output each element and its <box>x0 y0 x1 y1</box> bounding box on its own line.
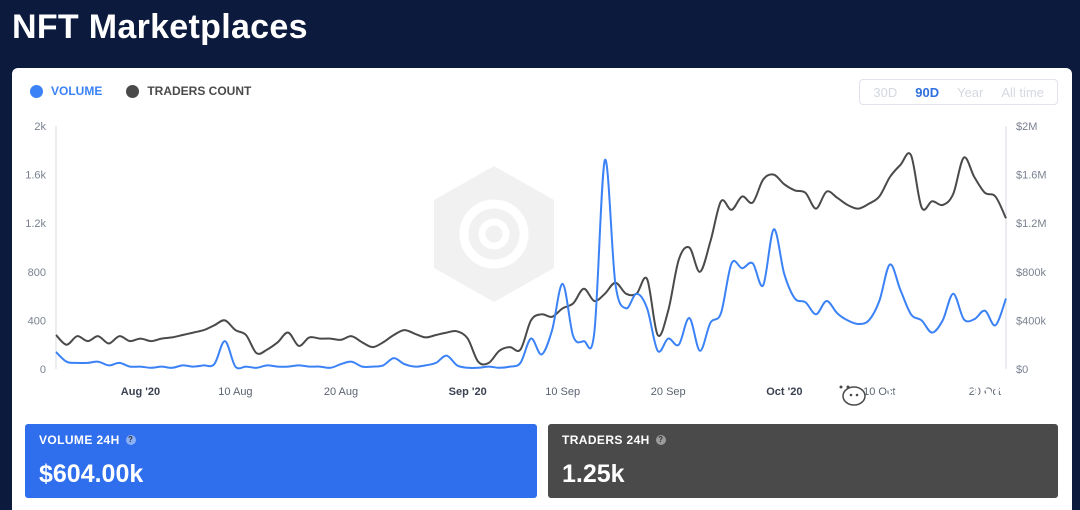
x-tick-label: Sep '20 <box>449 386 487 398</box>
x-tick-label: 10 Aug <box>218 386 252 398</box>
range-tab-year[interactable]: Year <box>957 84 984 100</box>
page-title: NFT Marketplaces <box>12 8 308 46</box>
traders-legend-dot <box>126 84 140 98</box>
range-tab-90d[interactable]: 90D <box>915 84 940 100</box>
x-tick-label: 20 Oct <box>969 386 1001 398</box>
legend-item-traders[interactable]: TRADERS COUNT <box>126 84 251 98</box>
dappradar-watermark-logo <box>434 166 554 302</box>
x-axis: Aug '20 10 Aug 20 Aug Sep '20 10 Sep 20 Sep Oc… <box>121 386 1001 398</box>
y-left-tick-label: 400 <box>28 315 46 327</box>
volume-24h-label: VOLUME 24H <box>39 433 120 447</box>
range-tab-all-time[interactable]: All time <box>1001 84 1044 100</box>
legend-volume-label: VOLUME <box>51 84 103 98</box>
traders-24h-card: TRADERS 24H ? 1.25k <box>548 424 1058 498</box>
volume-series-line[interactable] <box>55 158 1007 370</box>
help-icon[interactable]: ? <box>655 435 666 445</box>
y-right-tick-label: $400k <box>1016 315 1046 327</box>
traders-24h-header: TRADERS 24H ? <box>562 433 666 447</box>
volume-24h-card: VOLUME 24H ? $604.00k <box>25 424 537 498</box>
y-left-tick-label: 800 <box>28 267 46 279</box>
y-left-tick-label: 1.6k <box>25 170 46 182</box>
chart-series <box>55 152 1007 370</box>
watermark-text: DappRadar榜单 <box>874 380 1052 408</box>
y-right-tick-label: $1.2M <box>1016 218 1047 230</box>
traders-series-line[interactable] <box>55 152 1007 366</box>
x-tick-label: 20 Sep <box>651 386 686 398</box>
help-icon[interactable]: ? <box>125 435 136 445</box>
volume-24h-value: $604.00k <box>39 460 144 488</box>
chart-card: VOLUME TRADERS COUNT 30D 90D Year All ti… <box>12 68 1072 510</box>
legend-traders-label: TRADERS COUNT <box>147 84 252 98</box>
range-tab-30d[interactable]: 30D <box>873 84 898 100</box>
y-left-tick-label: 1.2k <box>25 218 46 230</box>
watermark: DappRadar榜单 <box>832 374 1052 410</box>
y-axis-right: $0 $400k $800k $1.2M $1.6M $2M <box>1016 121 1047 376</box>
traders-24h-value: 1.25k <box>562 460 625 488</box>
y-right-tick-label: $2M <box>1016 121 1037 133</box>
time-range-selector: 30D 90D Year All time <box>859 79 1058 105</box>
x-tick-label: 20 Aug <box>324 386 358 398</box>
volume-24h-header: VOLUME 24H ? <box>39 433 136 447</box>
chart-plot: 0 400 800 1.2k 1.6k 2k $0 $400k $800k $1.2M $1.6M… <box>25 121 1047 398</box>
y-axis-left: 0 400 800 1.2k 1.6k 2k <box>25 121 46 376</box>
traders-24h-label: TRADERS 24H <box>562 433 650 447</box>
x-tick-label: 10 Sep <box>545 386 580 398</box>
x-tick-label: 10 Oct <box>863 386 895 398</box>
y-left-tick-label: 2k <box>34 121 46 133</box>
volume-legend-dot <box>30 84 43 98</box>
y-right-tick-label: $800k <box>1016 267 1046 279</box>
y-right-tick-label: $0 <box>1016 364 1028 376</box>
y-right-tick-label: $1.6M <box>1016 170 1047 182</box>
y-left-tick-label: 0 <box>40 364 46 376</box>
wechat-icon <box>833 379 866 406</box>
x-tick-label: Aug '20 <box>121 386 160 398</box>
chart-legend: VOLUME TRADERS COUNT <box>30 84 251 98</box>
x-tick-label: Oct '20 <box>766 386 802 398</box>
legend-item-volume[interactable]: VOLUME <box>30 84 102 98</box>
